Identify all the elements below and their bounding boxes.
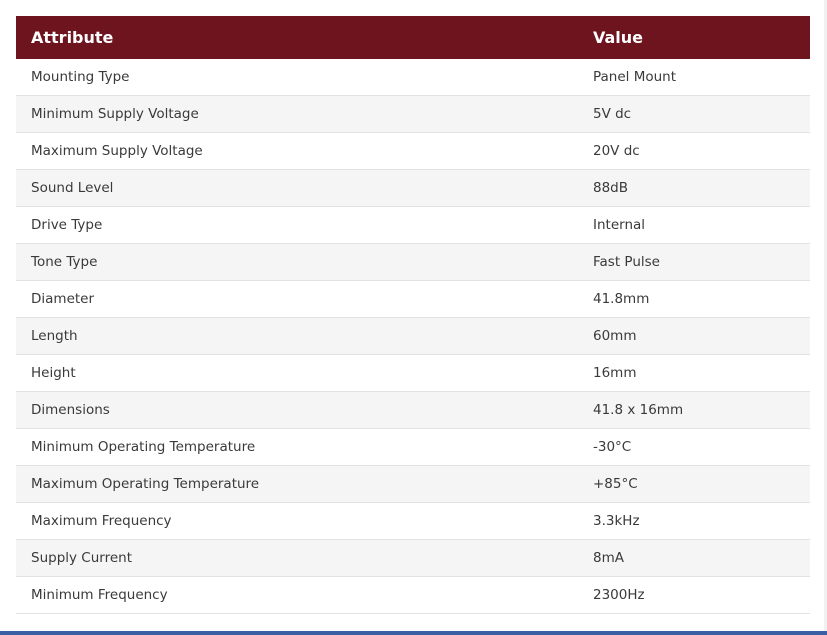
value-cell: 88dB bbox=[562, 169, 810, 207]
value-cell: 5V dc bbox=[562, 95, 810, 133]
value-cell: 20V dc bbox=[562, 132, 810, 170]
value-cell: 2300Hz bbox=[562, 576, 810, 614]
value-cell: 41.8 x 16mm bbox=[562, 391, 810, 429]
table-row: Dimensions 41.8 x 16mm bbox=[16, 391, 810, 429]
table-header: Attribute Value bbox=[16, 16, 810, 59]
value-cell: Fast Pulse bbox=[562, 243, 810, 281]
attribute-cell: Minimum Frequency bbox=[16, 576, 562, 614]
attribute-cell: Minimum Supply Voltage bbox=[16, 95, 562, 133]
table-row: Maximum Supply Voltage 20V dc bbox=[16, 132, 810, 170]
value-cell: Internal bbox=[562, 206, 810, 244]
bottom-accent-bar bbox=[0, 631, 827, 635]
table-row: Length 60mm bbox=[16, 317, 810, 355]
table-row: Height 16mm bbox=[16, 354, 810, 392]
attribute-cell: Maximum Operating Temperature bbox=[16, 465, 562, 503]
table-row: Diameter 41.8mm bbox=[16, 280, 810, 318]
value-cell: 3.3kHz bbox=[562, 502, 810, 540]
value-column-header: Value bbox=[562, 16, 810, 59]
table-body: Mounting Type Panel Mount Minimum Supply… bbox=[16, 58, 810, 614]
attribute-cell: Mounting Type bbox=[16, 58, 562, 96]
attribute-cell: Length bbox=[16, 317, 562, 355]
table-row: Minimum Frequency 2300Hz bbox=[16, 576, 810, 614]
specifications-table: Attribute Value Mounting Type Panel Moun… bbox=[16, 16, 810, 614]
table-header-row: Attribute Value bbox=[16, 16, 810, 59]
attribute-cell: Tone Type bbox=[16, 243, 562, 281]
table-row: Maximum Operating Temperature +85°C bbox=[16, 465, 810, 503]
attribute-cell: Supply Current bbox=[16, 539, 562, 577]
attribute-cell: Maximum Supply Voltage bbox=[16, 132, 562, 170]
table-row: Maximum Frequency 3.3kHz bbox=[16, 502, 810, 540]
table-row: Mounting Type Panel Mount bbox=[16, 58, 810, 96]
attribute-cell: Height bbox=[16, 354, 562, 392]
table-row: Supply Current 8mA bbox=[16, 539, 810, 577]
attribute-column-header: Attribute bbox=[16, 16, 562, 59]
value-cell: 8mA bbox=[562, 539, 810, 577]
table-row: Sound Level 88dB bbox=[16, 169, 810, 207]
attribute-cell: Dimensions bbox=[16, 391, 562, 429]
value-cell: 16mm bbox=[562, 354, 810, 392]
table-row: Drive Type Internal bbox=[16, 206, 810, 244]
table-row: Tone Type Fast Pulse bbox=[16, 243, 810, 281]
table-row: Minimum Operating Temperature -30°C bbox=[16, 428, 810, 466]
table-row: Minimum Supply Voltage 5V dc bbox=[16, 95, 810, 133]
value-cell: 41.8mm bbox=[562, 280, 810, 318]
attribute-cell: Sound Level bbox=[16, 169, 562, 207]
attribute-cell: Diameter bbox=[16, 280, 562, 318]
value-cell: Panel Mount bbox=[562, 58, 810, 96]
page-scrollbar[interactable] bbox=[824, 0, 827, 631]
value-cell: 60mm bbox=[562, 317, 810, 355]
attribute-cell: Minimum Operating Temperature bbox=[16, 428, 562, 466]
value-cell: +85°C bbox=[562, 465, 810, 503]
attribute-cell: Maximum Frequency bbox=[16, 502, 562, 540]
attribute-cell: Drive Type bbox=[16, 206, 562, 244]
value-cell: -30°C bbox=[562, 428, 810, 466]
